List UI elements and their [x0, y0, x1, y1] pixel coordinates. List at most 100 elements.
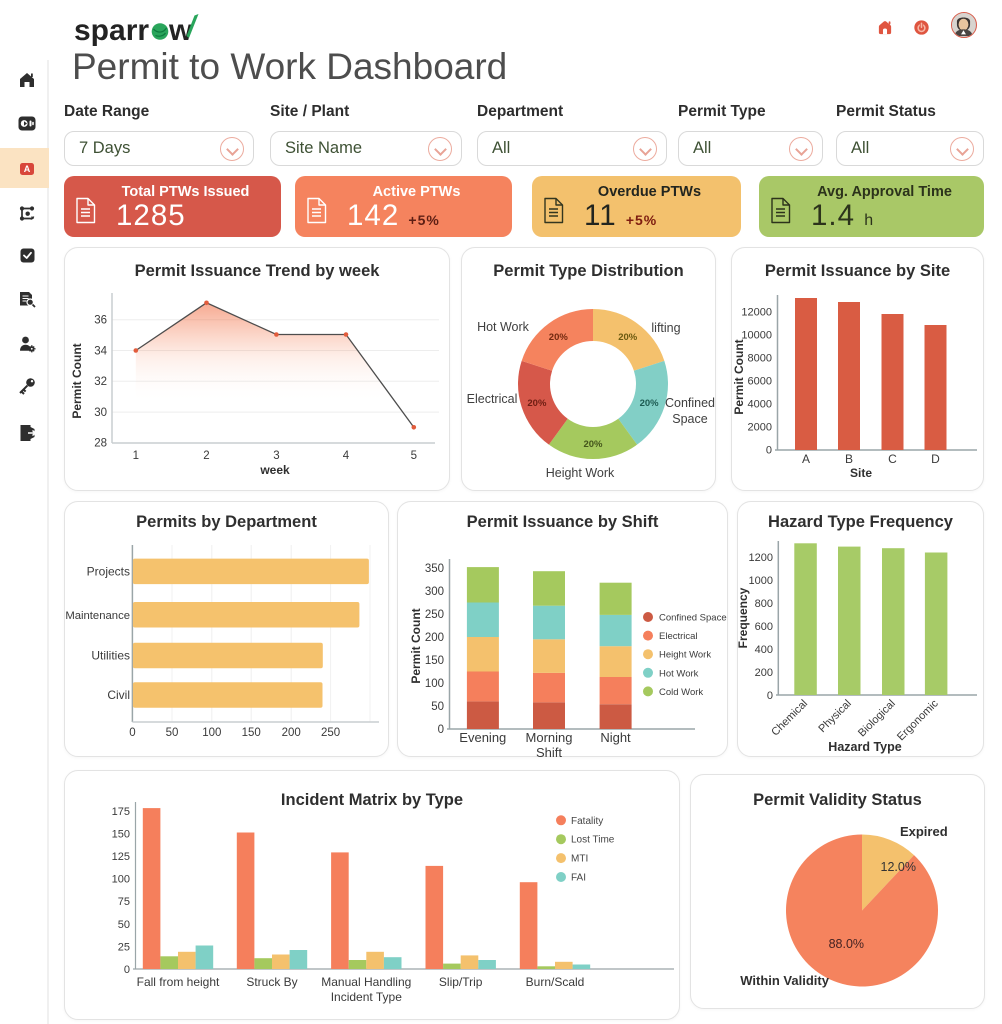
- svg-text:20%: 20%: [618, 332, 638, 343]
- svg-text:Physical: Physical: [816, 698, 853, 735]
- svg-text:Incident Type: Incident Type: [331, 990, 402, 1004]
- svg-text:Confined Space: Confined Space: [659, 613, 727, 624]
- svg-text:1000: 1000: [749, 575, 773, 587]
- svg-text:0: 0: [438, 724, 444, 736]
- svg-text:Ergonomic: Ergonomic: [895, 697, 941, 743]
- svg-text:Chemical: Chemical: [769, 698, 810, 739]
- svg-text:12.0%: 12.0%: [881, 860, 916, 874]
- svg-text:Confined: Confined: [665, 396, 715, 410]
- svg-text:Hazard Type: Hazard Type: [828, 740, 901, 754]
- svg-text:C: C: [888, 452, 897, 466]
- svg-text:400: 400: [755, 644, 773, 656]
- svg-text:A: A: [802, 452, 810, 466]
- svg-text:Electrical: Electrical: [659, 631, 698, 642]
- svg-text:175: 175: [112, 806, 130, 818]
- svg-text:4: 4: [343, 450, 350, 462]
- svg-text:2: 2: [203, 450, 209, 462]
- svg-text:28: 28: [94, 438, 107, 450]
- svg-text:34: 34: [94, 345, 107, 357]
- svg-text:20%: 20%: [549, 332, 569, 343]
- svg-text:150: 150: [112, 828, 130, 840]
- svg-text:Within Validity: Within Validity: [740, 973, 829, 988]
- svg-text:50: 50: [431, 701, 444, 713]
- svg-text:5: 5: [411, 450, 417, 462]
- svg-text:Morning: Morning: [526, 730, 573, 745]
- svg-text:25: 25: [118, 941, 130, 953]
- svg-text:Fatality: Fatality: [571, 816, 603, 827]
- svg-text:Evening: Evening: [459, 730, 506, 745]
- svg-text:200: 200: [425, 632, 444, 644]
- svg-text:3: 3: [273, 450, 279, 462]
- svg-text:8000: 8000: [748, 353, 772, 365]
- svg-text:100: 100: [112, 874, 130, 886]
- svg-text:200: 200: [282, 727, 301, 739]
- svg-text:Permit Count: Permit Count: [409, 608, 423, 683]
- svg-text:Frequency: Frequency: [737, 587, 750, 648]
- svg-text:Slip/Trip: Slip/Trip: [439, 975, 483, 989]
- svg-text:800: 800: [755, 598, 773, 610]
- svg-text:88.0%: 88.0%: [829, 937, 864, 951]
- svg-text:75: 75: [118, 896, 130, 908]
- svg-text:Civil: Civil: [107, 688, 130, 702]
- svg-text:0: 0: [766, 445, 772, 457]
- svg-text:250: 250: [425, 609, 444, 621]
- svg-text:20%: 20%: [640, 398, 660, 409]
- svg-text:50: 50: [118, 919, 130, 931]
- svg-text:Shift: Shift: [536, 745, 562, 757]
- svg-text:125: 125: [112, 851, 130, 863]
- svg-text:150: 150: [425, 655, 444, 667]
- svg-text:B: B: [845, 452, 853, 466]
- svg-text:Cold Work: Cold Work: [659, 687, 703, 698]
- svg-text:32: 32: [94, 376, 107, 388]
- svg-text:600: 600: [755, 621, 773, 633]
- svg-text:Biological: Biological: [856, 698, 898, 740]
- svg-text:Manual Handling: Manual Handling: [321, 975, 411, 989]
- svg-text:10000: 10000: [741, 330, 772, 342]
- svg-text:150: 150: [242, 727, 261, 739]
- svg-text:12000: 12000: [741, 307, 772, 319]
- svg-text:Space: Space: [672, 412, 707, 426]
- svg-text:Burn/Scald: Burn/Scald: [526, 975, 585, 989]
- svg-text:Lost Time: Lost Time: [571, 835, 615, 846]
- svg-text:Fall from height: Fall from height: [137, 975, 220, 989]
- svg-text:30: 30: [94, 407, 107, 419]
- svg-text:Struck By: Struck By: [246, 975, 297, 989]
- svg-text:300: 300: [425, 586, 444, 598]
- svg-text:6000: 6000: [748, 376, 772, 388]
- svg-text:0: 0: [767, 690, 773, 702]
- svg-text:MTI: MTI: [571, 854, 588, 865]
- svg-text:Permit Count: Permit Count: [732, 339, 746, 414]
- svg-text:week: week: [259, 463, 290, 477]
- svg-text:1200: 1200: [749, 552, 773, 564]
- svg-text:50: 50: [166, 727, 179, 739]
- svg-text:Electrical: Electrical: [467, 392, 518, 406]
- svg-text:1: 1: [133, 450, 139, 462]
- svg-text:Expired: Expired: [900, 824, 948, 839]
- svg-text:lifting: lifting: [651, 321, 680, 335]
- svg-text:D: D: [931, 452, 940, 466]
- svg-text:Permit Count: Permit Count: [70, 343, 84, 418]
- svg-text:20%: 20%: [527, 398, 547, 409]
- svg-text:Height Work: Height Work: [659, 650, 711, 661]
- svg-text:Utilities: Utilities: [91, 649, 130, 663]
- svg-text:Projects: Projects: [87, 565, 130, 579]
- svg-text:100: 100: [202, 727, 221, 739]
- svg-text:Hot Work: Hot Work: [659, 668, 699, 679]
- svg-text:0: 0: [129, 727, 135, 739]
- svg-text:Site: Site: [850, 466, 872, 480]
- svg-text:Maintenance: Maintenance: [65, 610, 130, 622]
- svg-text:100: 100: [425, 678, 444, 690]
- svg-text:20%: 20%: [583, 439, 603, 450]
- svg-text:Night: Night: [600, 730, 631, 745]
- svg-text:250: 250: [321, 727, 340, 739]
- svg-text:200: 200: [755, 667, 773, 679]
- svg-text:4000: 4000: [748, 399, 772, 411]
- svg-text:FAI: FAI: [571, 873, 586, 884]
- svg-text:0: 0: [124, 964, 130, 976]
- svg-text:Height Work: Height Work: [546, 466, 615, 480]
- svg-text:Hot Work: Hot Work: [477, 320, 530, 334]
- svg-text:sparr: sparr: [74, 14, 149, 46]
- svg-text:36: 36: [94, 315, 107, 327]
- svg-text:350: 350: [425, 563, 444, 575]
- svg-text:2000: 2000: [748, 422, 772, 434]
